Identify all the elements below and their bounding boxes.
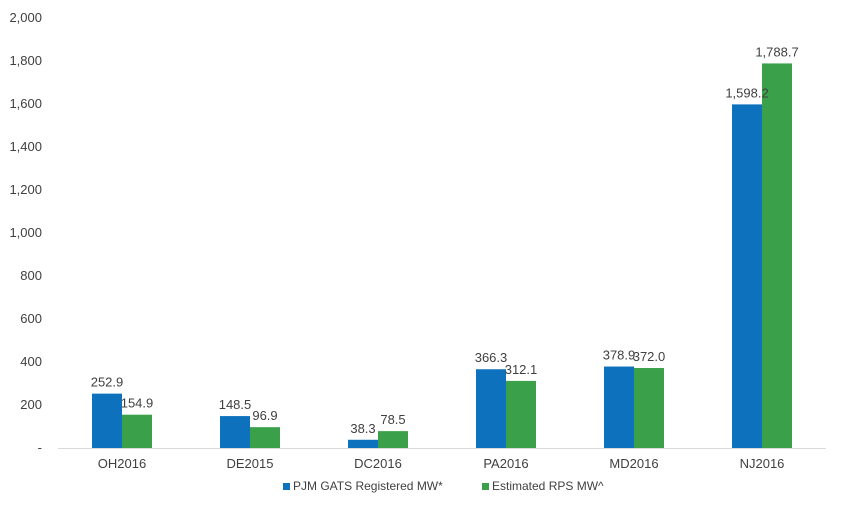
y-tick-label: 1,000 [9, 225, 42, 240]
bar-pjm-gats-registered [476, 369, 506, 448]
legend-swatch [283, 483, 290, 490]
x-tick-label: DE2015 [227, 456, 274, 471]
y-tick-label: 2,000 [9, 10, 42, 25]
legend-swatch [482, 483, 489, 490]
bar-pjm-gats-registered [604, 366, 634, 448]
data-label: 38.3 [350, 421, 375, 436]
bar-estimated-rps [762, 63, 792, 448]
data-label: 1,788.7 [755, 44, 798, 59]
y-tick-label: 1,200 [9, 182, 42, 197]
y-tick-label: 200 [20, 397, 42, 412]
bar-estimated-rps [506, 380, 536, 448]
data-label: 148.5 [219, 397, 252, 412]
x-tick-label: PA2016 [483, 456, 528, 471]
bar-estimated-rps [378, 431, 408, 448]
bar-pjm-gats-registered [220, 416, 250, 448]
y-tick-label: 1,400 [9, 139, 42, 154]
x-tick-label: NJ2016 [740, 456, 785, 471]
legend-label: Estimated RPS MW^ [492, 479, 604, 493]
y-tick-label: - [38, 440, 42, 455]
y-tick-label: 800 [20, 268, 42, 283]
legend-label: PJM GATS Registered MW* [293, 479, 443, 493]
y-axis-ticks: - 200 400 600 800 1,000 1,200 1,400 1,600 1,800 2,… [9, 10, 42, 455]
data-label: 378.9 [603, 348, 636, 363]
bar-estimated-rps [634, 368, 664, 448]
data-label: 78.5 [380, 412, 405, 427]
legend: PJM GATS Registered MW* Estimated RPS MW^ [283, 479, 604, 493]
bar-pjm-gats-registered [348, 439, 378, 448]
data-label: 372.0 [633, 349, 666, 364]
data-label: 154.9 [121, 396, 154, 411]
data-label: 96.9 [252, 408, 277, 423]
data-label: 252.9 [91, 375, 124, 390]
bar-estimated-rps [250, 427, 280, 448]
y-tick-label: 1,800 [9, 53, 42, 68]
x-tick-label: DC2016 [354, 456, 402, 471]
data-label: 366.3 [475, 350, 508, 365]
data-label: 312.1 [505, 362, 538, 377]
x-tick-label: OH2016 [98, 456, 146, 471]
y-tick-label: 400 [20, 354, 42, 369]
y-tick-label: 1,600 [9, 96, 42, 111]
bar-pjm-gats-registered [92, 393, 122, 448]
x-tick-label: MD2016 [609, 456, 658, 471]
bars [92, 63, 792, 449]
data-label: 1,598.2 [725, 85, 768, 100]
bar-pjm-gats-registered [732, 104, 762, 449]
x-axis: OH2016 DE2015 DC2016 PA2016 MD2016 NJ2016 [58, 448, 826, 471]
y-tick-label: 600 [20, 311, 42, 326]
bar-estimated-rps [122, 414, 152, 448]
